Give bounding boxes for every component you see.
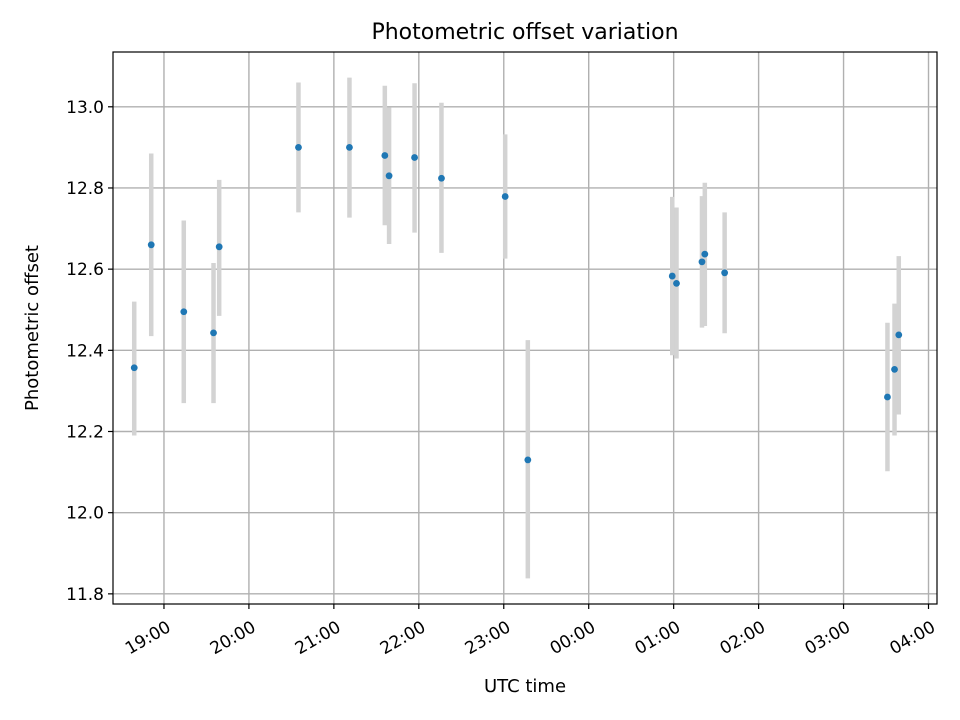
- chart-title: Photometric offset variation: [371, 20, 678, 45]
- x-tick-label: 02:00: [717, 617, 769, 659]
- data-points: [130, 143, 903, 464]
- x-tick-label: 00:00: [547, 617, 599, 659]
- x-tick-label: 23:00: [462, 617, 514, 659]
- x-axis-label: UTC time: [484, 676, 566, 697]
- y-tick-label: 12.6: [66, 260, 104, 280]
- x-tick-label: 19:00: [122, 617, 174, 659]
- y-tick-label: 13.0: [66, 98, 104, 118]
- data-point: [346, 143, 353, 151]
- data-point: [215, 243, 223, 251]
- x-axis-ticks: 19:00 20:00 21:00 22:00 23:00 00:00 01:00 02:00…: [122, 604, 939, 659]
- data-point: [698, 258, 706, 266]
- x-tick-label: 20:00: [207, 617, 259, 659]
- data-point: [210, 329, 217, 337]
- data-point: [411, 154, 418, 161]
- y-axis-ticks: 11.8 12.0 12.2 12.4 12.6 12.8 13.0: [66, 98, 113, 605]
- data-point: [295, 143, 302, 151]
- data-point: [721, 269, 729, 277]
- data-point: [147, 241, 155, 249]
- data-point: [381, 152, 389, 159]
- data-point: [884, 393, 891, 401]
- x-tick-label: 22:00: [377, 617, 429, 659]
- data-point: [501, 193, 509, 200]
- y-tick-label: 12.2: [66, 423, 104, 443]
- data-point: [895, 331, 903, 339]
- data-point: [385, 172, 393, 180]
- data-point: [438, 174, 445, 182]
- data-point: [701, 250, 709, 258]
- x-tick-label: 04:00: [887, 617, 939, 659]
- y-tick-label: 12.8: [66, 179, 104, 199]
- x-tick-label: 01:00: [632, 617, 684, 659]
- y-tick-label: 12.4: [66, 341, 104, 361]
- data-point: [524, 456, 532, 464]
- y-tick-label: 12.0: [66, 504, 104, 524]
- y-axis-label: Photometric offset: [22, 245, 43, 411]
- grid: [113, 52, 937, 604]
- data-point: [130, 364, 138, 372]
- data-point: [891, 366, 898, 373]
- plot-frame: [112, 51, 938, 605]
- x-tick-label: 21:00: [292, 617, 344, 659]
- data-point: [673, 279, 680, 287]
- data-point: [180, 308, 188, 316]
- x-tick-label: 03:00: [802, 617, 854, 659]
- data-point: [668, 272, 676, 280]
- y-tick-label: 11.8: [66, 585, 104, 605]
